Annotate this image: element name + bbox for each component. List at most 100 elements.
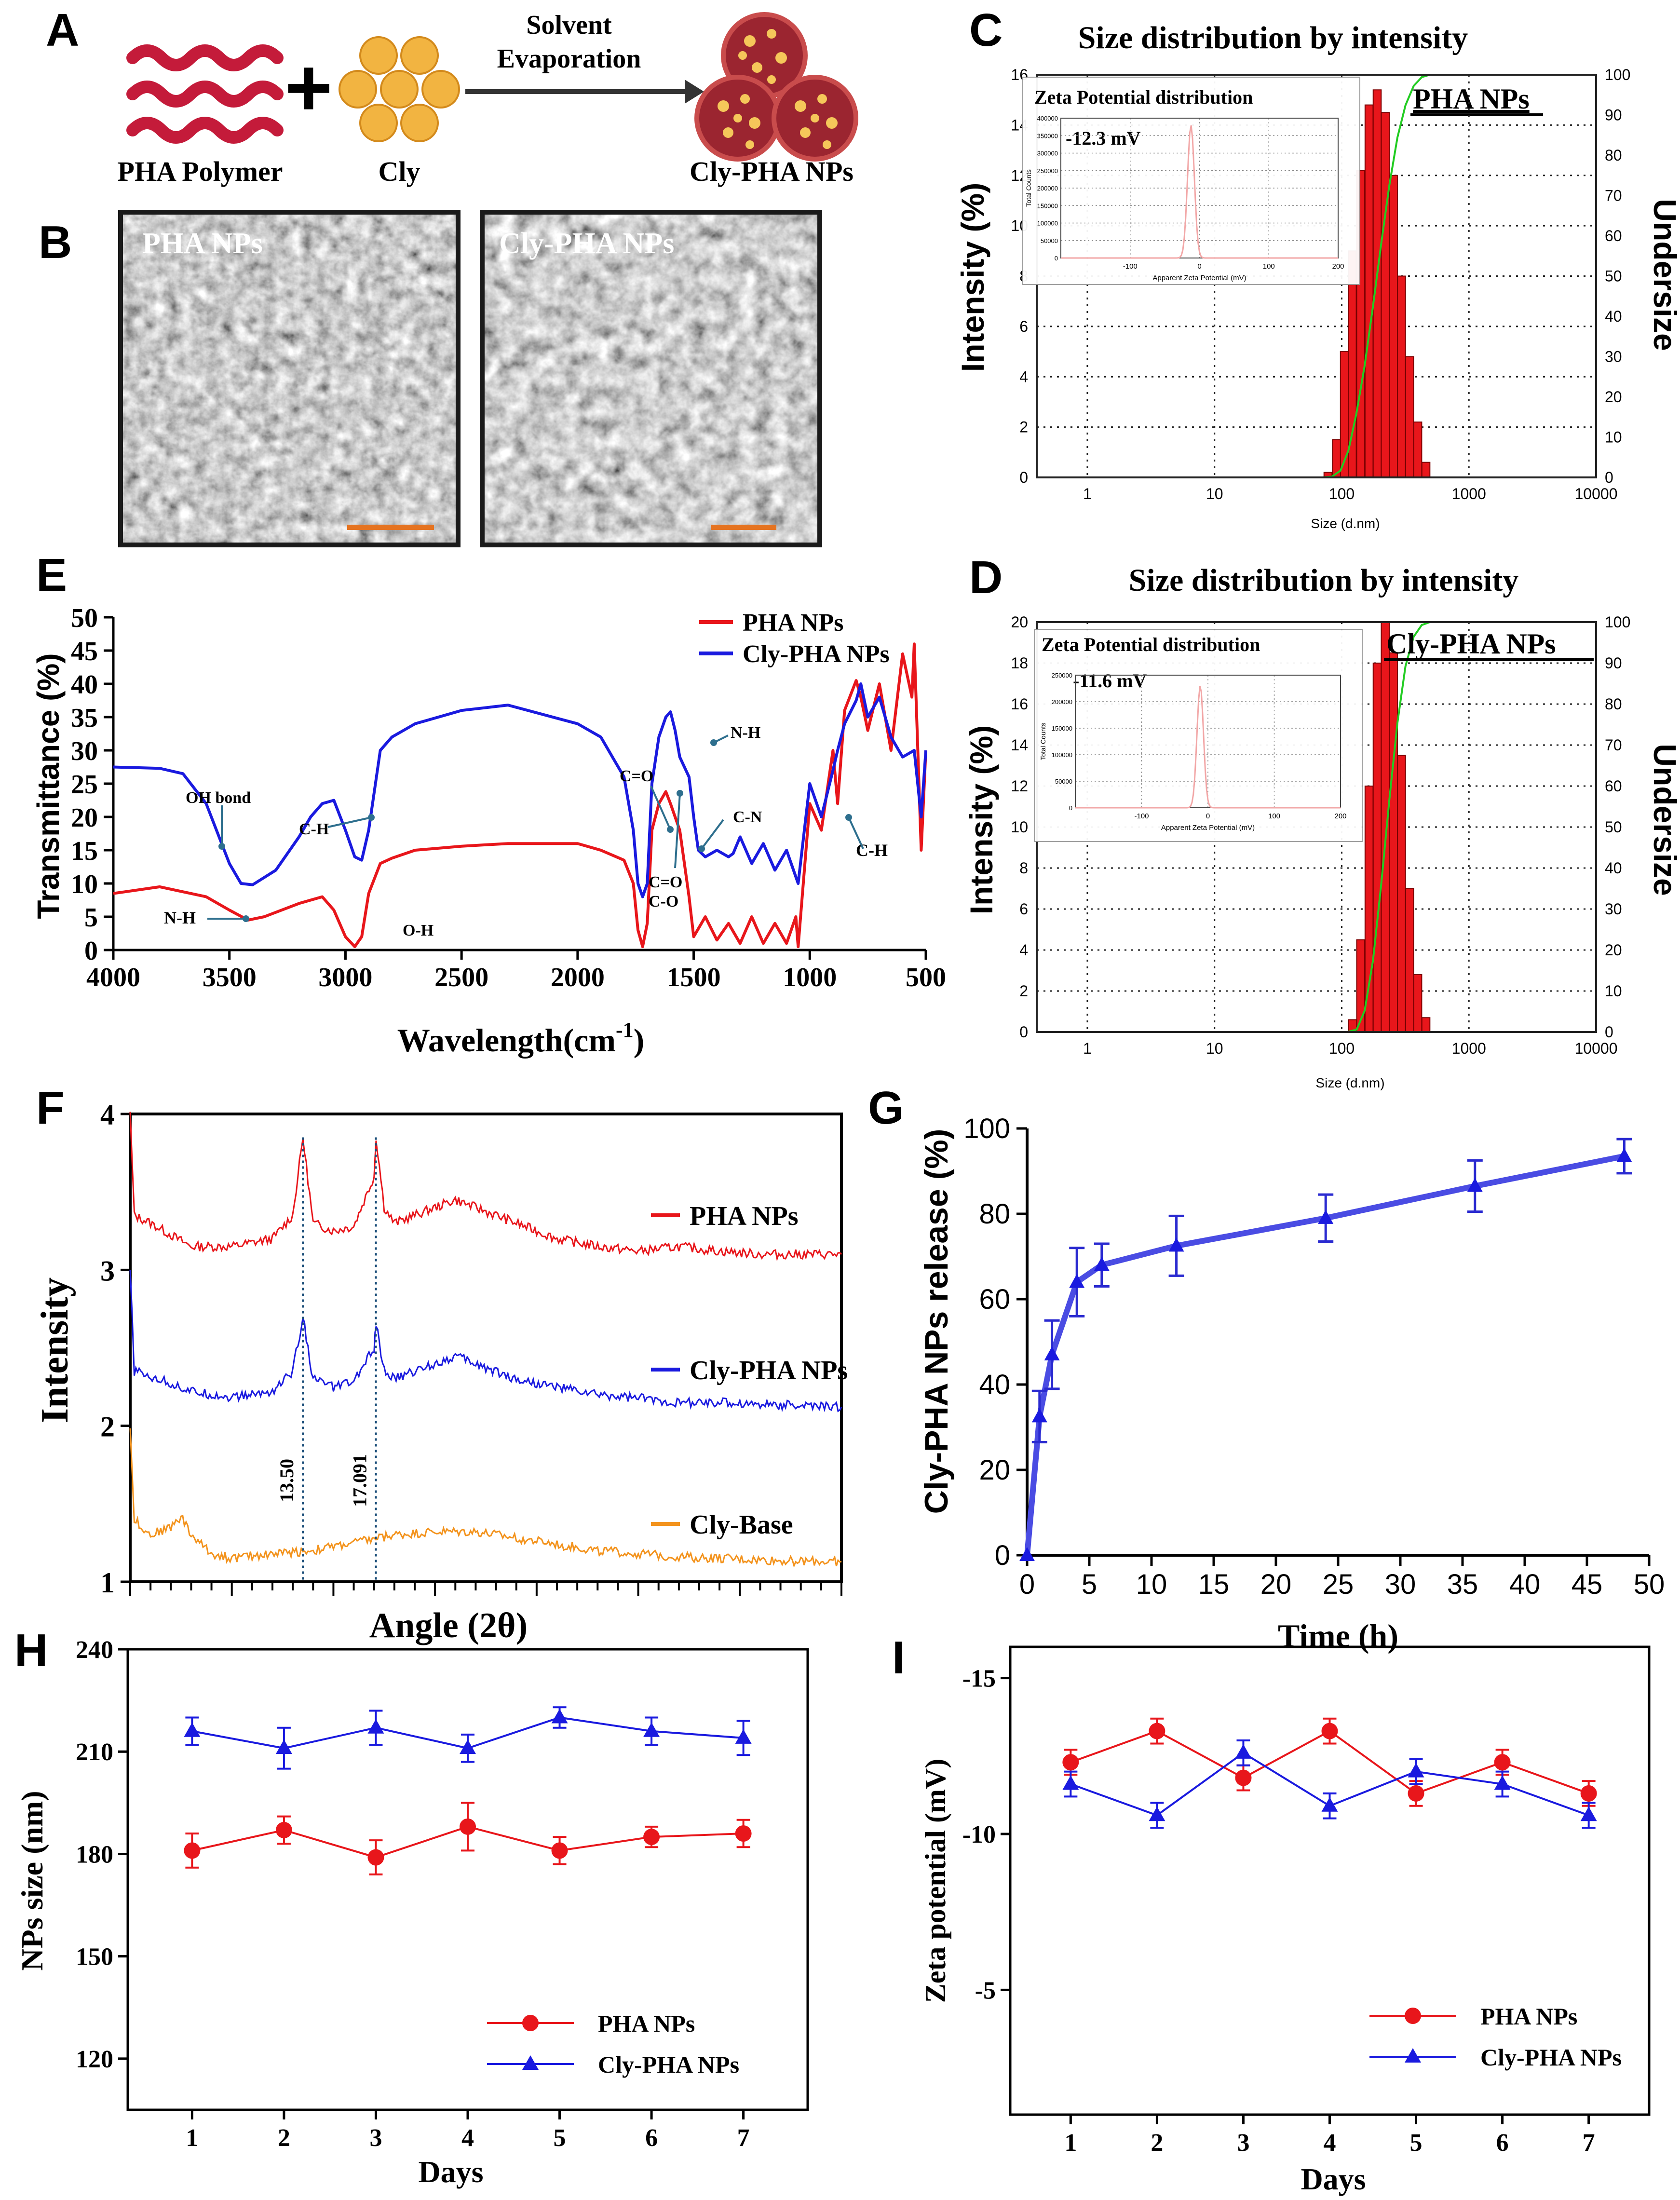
histogram-bar [1413, 974, 1423, 1032]
peak-annotation: O-H [403, 922, 434, 939]
y-tick-label: 20 [979, 1454, 1010, 1486]
x-tick-label: 7 [1583, 2129, 1595, 2157]
plot-frame [129, 1113, 843, 1583]
y-tick-label: 10 [1011, 818, 1028, 836]
y-axis-label: Transmittance (%) [31, 653, 66, 919]
legend-marker [522, 2055, 539, 2070]
data-marker [1062, 1775, 1079, 1790]
histogram-bar [1405, 356, 1414, 478]
data-marker [643, 1722, 660, 1737]
x-axis-label-end: ) [634, 1022, 645, 1059]
peak-annotation: N-H [731, 724, 760, 742]
y2-tick-label: 0 [1605, 469, 1613, 486]
plot-area: 0 5 10 15 20 25 30 35 40 45 50 0 20 40 60 80 100 [963, 1113, 1665, 1600]
x-axis-label: Days [418, 2155, 483, 2189]
x-tick-label: 10000 [1575, 1040, 1618, 1057]
x-tick-label: 100 [1329, 485, 1355, 502]
data-marker [367, 1719, 384, 1734]
histogram-bar [1364, 104, 1374, 478]
panel-h-letter: H [14, 1625, 48, 1676]
peak-label: 13.50 [276, 1459, 298, 1502]
data-marker [1494, 1754, 1511, 1771]
x-tick-label: 45 [1572, 1569, 1603, 1600]
inset-y-tick-label: 350000 [1037, 132, 1058, 139]
panel-i: I Zeta potential (mV) Days 1 2 3 4 5 6 7 -15 -10… [892, 1632, 1651, 2196]
inset-x-tick-label: 0 [1206, 812, 1210, 820]
x-tick-label: 500 [906, 963, 946, 992]
y-tick-label: 12 [1011, 777, 1028, 795]
y-tick-label: 6 [1019, 900, 1028, 918]
x-axis-label: Angle (2θ) [369, 1606, 528, 1645]
histogram-bar [1397, 275, 1406, 478]
panel-d: D Size distribution by intensity Intensi… [963, 552, 1680, 1090]
x-tick-label: 35 [1447, 1569, 1478, 1600]
y-tick-label: 60 [979, 1284, 1010, 1315]
plot-frame [126, 1648, 809, 2111]
x-axis-label-sup: -1 [616, 1018, 634, 1042]
inset-y-tick-label: 50000 [1041, 237, 1058, 244]
series-line [129, 1112, 842, 1262]
x-tick-label: 1 [1083, 485, 1092, 502]
inset-y-tick-label: 250000 [1052, 672, 1072, 679]
annotation-arrow-head [218, 843, 225, 850]
sem-image-cly-pha-border [480, 210, 822, 547]
panel-f: F Intensity Angle (2θ) 1 2 3 4 13.50 17.091 PH… [34, 1082, 848, 1645]
legend-marker [1405, 2008, 1421, 2024]
data-marker [460, 1818, 476, 1835]
x-tick-label: 50 [1634, 1569, 1665, 1600]
annotation-arrow-head [667, 826, 674, 833]
y-axis-label: Intensity (%) [955, 183, 990, 372]
scale-bar [711, 525, 776, 530]
legend-label: Cly-PHA NPs [743, 640, 890, 668]
data-marker [1235, 1769, 1252, 1786]
arrow-label-1: Solvent [526, 10, 612, 40]
y-tick-label: 2 [1019, 982, 1028, 1000]
x-tick-label: 2 [1151, 2129, 1163, 2157]
zeta-peak-line [1075, 686, 1341, 809]
inset-x-tick-label: 100 [1263, 262, 1275, 271]
legend-label: PHA NPs [690, 1201, 799, 1231]
data-marker [1149, 1723, 1165, 1739]
peak-annotation: C-N [733, 808, 762, 826]
inset-y-tick-label: 400000 [1037, 115, 1058, 122]
y-tick-label: 16 [1011, 695, 1028, 713]
x-tick-label: 15 [1198, 1569, 1230, 1600]
panel-g-letter: G [868, 1082, 904, 1134]
legend-marker [522, 2015, 539, 2031]
y-tick-label: 0 [1019, 1023, 1028, 1041]
y2-tick-label: 30 [1605, 900, 1622, 918]
y-tick-label: 40 [979, 1369, 1010, 1400]
cumulative-undersize-line [1037, 621, 1596, 1033]
data-marker [1408, 1785, 1424, 1802]
panel-e: E Transmittance (%) Wavelength(cm-1) 400… [31, 549, 946, 1059]
x-axis-label: Days [1301, 2162, 1366, 2196]
data-marker [1235, 1744, 1252, 1759]
annotation-arrow [327, 816, 372, 828]
annotation-arrow [701, 819, 724, 850]
y2-tick-label: 20 [1605, 388, 1622, 406]
histogram-bar [1397, 755, 1406, 1032]
polymer-label: PHA Polymer [117, 156, 283, 187]
data-marker [275, 1739, 292, 1754]
y2-axis-label: Undersize [1647, 744, 1680, 896]
polymer-icon [126, 44, 284, 144]
inset-y-axis-label: Total Counts [1039, 723, 1047, 760]
panel-c-letter: C [969, 4, 1003, 56]
y2-tick-label: 90 [1605, 654, 1622, 672]
y2-tick-label: 50 [1605, 818, 1622, 836]
x-tick-label: 1000 [1452, 485, 1486, 502]
data-marker [1062, 1754, 1079, 1771]
inset-y-axis-label: Total Counts [1025, 169, 1032, 207]
nanoparticle-icon [694, 12, 858, 162]
y2-tick-label: 50 [1605, 268, 1622, 285]
histogram-bar [1364, 786, 1374, 1032]
panel-c: C Size distribution by intensity Intensi… [955, 4, 1680, 531]
y-axis-label: NPs size (nm) [15, 1791, 49, 1970]
inset-x-axis-label: Apparent Zeta Potential (mV) [1161, 824, 1255, 832]
y-tick-label: 120 [76, 2046, 113, 2073]
inset-y-tick-label: 150000 [1052, 725, 1072, 732]
x-tick-label: 20 [1260, 1569, 1292, 1600]
inset-x-tick-label: 100 [1268, 812, 1280, 820]
peak-annotation: C=O [620, 767, 653, 785]
y2-tick-label: 10 [1605, 982, 1622, 1000]
